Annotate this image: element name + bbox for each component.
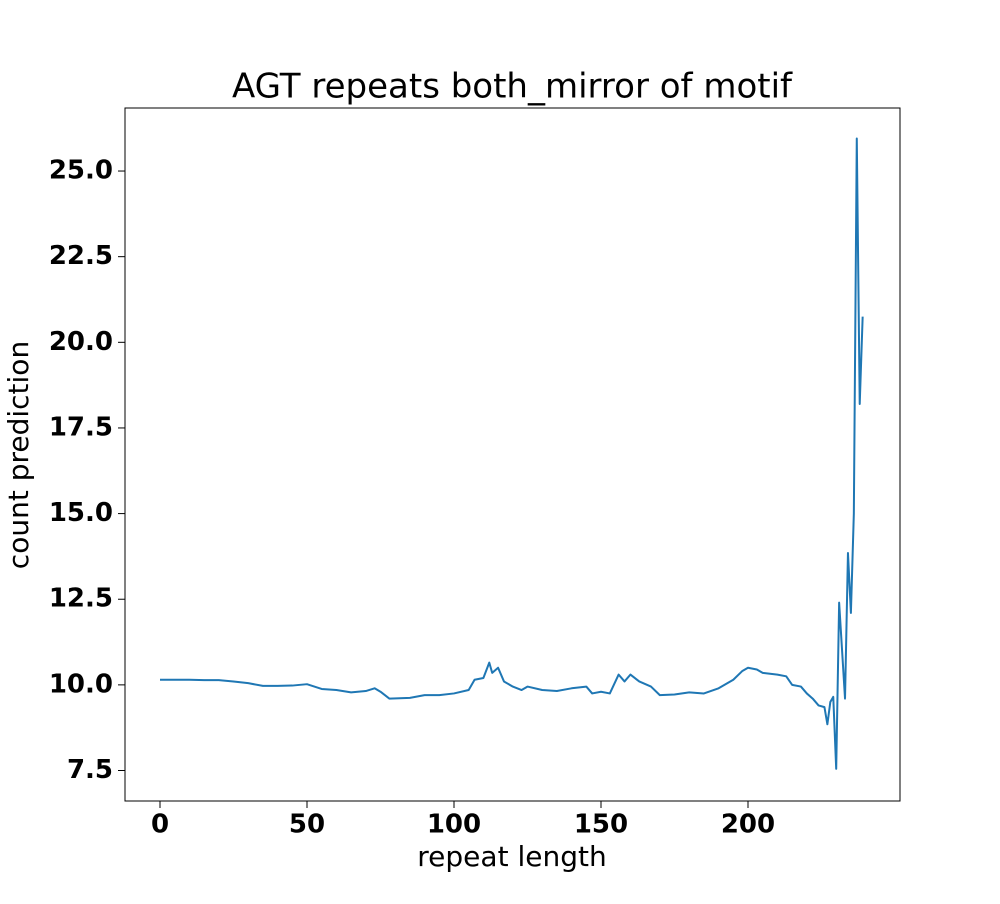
x-tick-label: 50 (289, 810, 325, 840)
y-tick-label: 25.0 (49, 156, 113, 186)
y-tick-label: 17.5 (49, 412, 113, 442)
y-tick-label: 12.5 (49, 584, 113, 614)
y-tick-label: 20.0 (49, 327, 113, 357)
y-tick-label: 22.5 (49, 241, 113, 271)
plot-frame (124, 107, 901, 802)
x-tick-label: 200 (721, 810, 775, 840)
data-line (159, 137, 864, 770)
x-tick-label: 150 (574, 810, 628, 840)
x-axis-label: repeat length (417, 840, 606, 873)
y-tick-label: 15.0 (49, 498, 113, 528)
y-tick-label: 10.0 (49, 669, 113, 699)
y-tick-label: 7.5 (67, 755, 113, 785)
y-axis-label: count prediction (2, 341, 35, 569)
chart-title: AGT repeats both_mirror of motif (232, 67, 793, 107)
x-tick-label: 100 (427, 810, 481, 840)
x-tick-label: 0 (151, 810, 169, 840)
